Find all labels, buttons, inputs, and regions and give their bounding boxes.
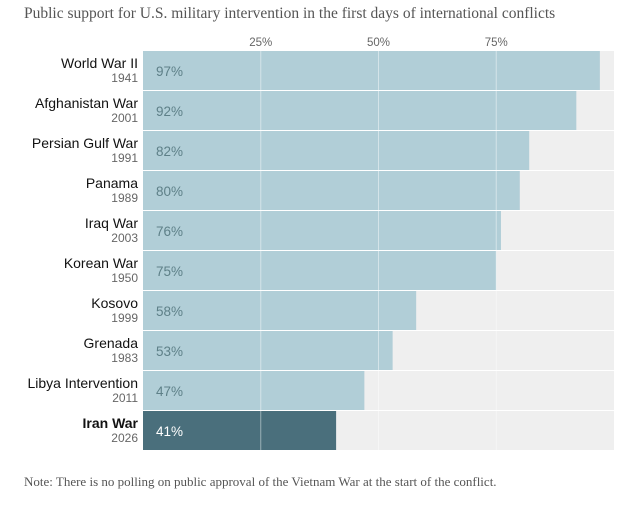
- bar-grenada: [143, 331, 393, 370]
- bar-libya-intervention: [143, 371, 365, 410]
- category-year: 1989: [111, 191, 138, 205]
- bar-value-label: 41%: [156, 424, 183, 439]
- category-name: Kosovo: [91, 295, 138, 311]
- bar-value-label: 76%: [156, 224, 183, 239]
- category-name: Korean War: [64, 255, 139, 271]
- bar-iran-war: [143, 411, 337, 450]
- category-name: Afghanistan War: [35, 95, 138, 111]
- category-year: 2011: [112, 391, 138, 405]
- x-axis-ticks: 25% 50% 75%: [249, 37, 508, 49]
- category-year: 1941: [111, 71, 138, 85]
- bar-afghanistan-war: [143, 91, 577, 130]
- tick-label-25: 25%: [249, 37, 272, 49]
- category-name: Iran War: [83, 415, 139, 431]
- category-name: Grenada: [84, 335, 139, 351]
- bar-kosovo: [143, 291, 417, 330]
- bar-iraq-war: [143, 211, 501, 250]
- bar-value-label: 82%: [156, 144, 183, 159]
- category-name: Persian Gulf War: [32, 135, 138, 151]
- bar-value-label: 92%: [156, 104, 183, 119]
- category-name: Panama: [86, 175, 138, 191]
- bar-panama: [143, 171, 520, 210]
- bar-value-label: 97%: [156, 64, 183, 79]
- category-year: 1950: [111, 271, 138, 285]
- chart-note: Note: There is no polling on public appr…: [24, 474, 497, 489]
- bar-persian-gulf-war: [143, 131, 530, 170]
- category-name: Libya Intervention: [27, 375, 138, 391]
- category-year: 2003: [111, 231, 138, 245]
- category-name: World War II: [61, 55, 138, 71]
- bars: [143, 51, 600, 450]
- bar-value-label: 47%: [156, 384, 183, 399]
- gridlines: [260, 51, 497, 450]
- bar-value-label: 80%: [156, 184, 183, 199]
- bar-value-label: 58%: [156, 304, 183, 319]
- category-name: Iraq War: [85, 215, 138, 231]
- tick-label-50: 50%: [367, 37, 390, 49]
- category-year: 2001: [111, 111, 138, 125]
- bar-world-war-ii: [143, 51, 600, 90]
- bar-korean-war: [143, 251, 497, 290]
- bar-value-label: 75%: [156, 264, 183, 279]
- bar-value-label: 53%: [156, 344, 183, 359]
- category-year: 1983: [111, 351, 138, 365]
- category-year: 1991: [111, 151, 138, 165]
- category-year: 2026: [111, 431, 138, 445]
- category-year: 1999: [111, 311, 138, 325]
- chart-title: Public support for U.S. military interve…: [24, 5, 556, 22]
- tick-label-75: 75%: [485, 37, 508, 49]
